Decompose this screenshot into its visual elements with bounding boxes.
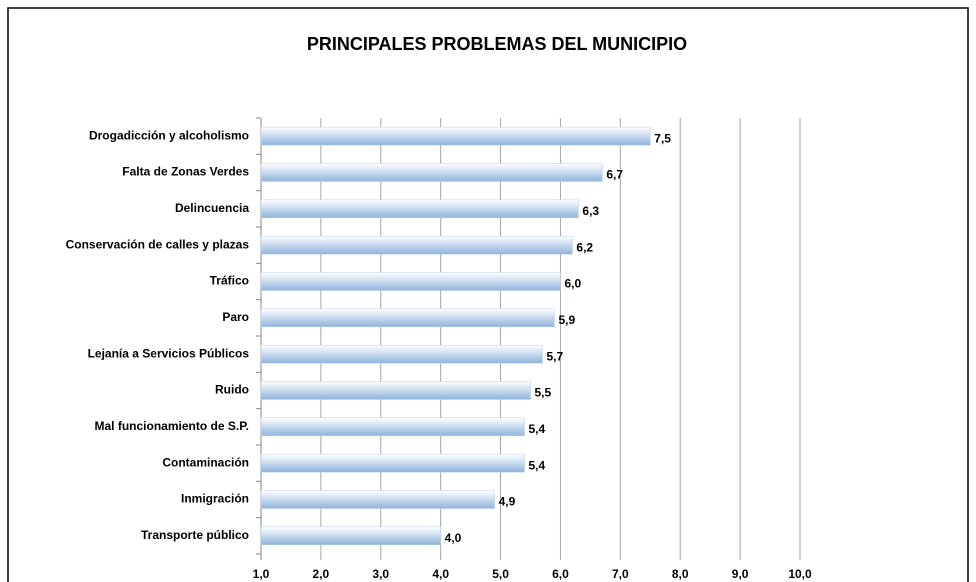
- y-tick-label: Mal funcionamiento de S.P.: [95, 419, 249, 433]
- y-tick-label: Contaminación: [162, 455, 249, 469]
- x-tick-label: 8,0: [672, 567, 689, 581]
- value-label: 5,5: [535, 386, 552, 400]
- bar: [260, 526, 441, 546]
- x-tick-label: 3,0: [372, 567, 389, 581]
- x-tick-label: 6,0: [552, 567, 569, 581]
- y-tick-label: Inmigración: [181, 492, 249, 506]
- bar: [260, 453, 525, 473]
- bar: [260, 308, 555, 328]
- value-label: 6,0: [564, 277, 581, 291]
- x-tick-label: 10,0: [788, 567, 812, 581]
- bar: [260, 199, 579, 219]
- bar: [260, 235, 573, 255]
- bar: [260, 490, 495, 509]
- x-tick-label: 2,0: [313, 567, 330, 581]
- value-label: 6,2: [576, 240, 593, 254]
- value-label: 5,9: [558, 313, 575, 327]
- value-label: 5,4: [529, 422, 546, 436]
- value-label: 7,5: [654, 131, 671, 145]
- bar: [260, 163, 603, 182]
- y-tick-label: Transporte público: [141, 528, 249, 542]
- x-tick-label: 5,0: [492, 567, 509, 581]
- x-tick-label: 9,0: [732, 567, 749, 581]
- y-tick-label: Drogadicción y alcoholismo: [89, 128, 249, 142]
- value-label: 4,9: [499, 495, 516, 509]
- chart-title: PRINCIPALES PROBLEMAS DEL MUNICIPIO: [307, 34, 687, 54]
- value-label: 5,4: [529, 458, 546, 472]
- bar: [260, 417, 525, 437]
- y-tick-label: Tráfico: [210, 274, 249, 288]
- y-tick-label: Falta de Zonas Verdes: [122, 165, 249, 179]
- bar: [260, 126, 651, 146]
- chart-frame: [7, 7, 969, 582]
- y-tick-label: Paro: [222, 310, 249, 324]
- x-tick-label: 7,0: [612, 567, 629, 581]
- x-tick-label: 4,0: [432, 567, 449, 581]
- value-label: 5,7: [546, 349, 563, 363]
- value-label: 6,3: [582, 204, 599, 218]
- x-tick-label: 1,0: [253, 567, 270, 581]
- bar: [260, 344, 543, 364]
- y-tick-label: Delincuencia: [175, 201, 249, 215]
- y-tick-label: Ruido: [215, 383, 249, 397]
- value-label: 6,7: [606, 168, 623, 182]
- bar: [260, 381, 531, 400]
- bar: [260, 272, 561, 291]
- y-tick-label: Lejanía a Servicios Públicos: [88, 346, 250, 360]
- y-tick-label: Conservación de calles y plazas: [66, 237, 250, 251]
- value-label: 4,0: [445, 531, 462, 545]
